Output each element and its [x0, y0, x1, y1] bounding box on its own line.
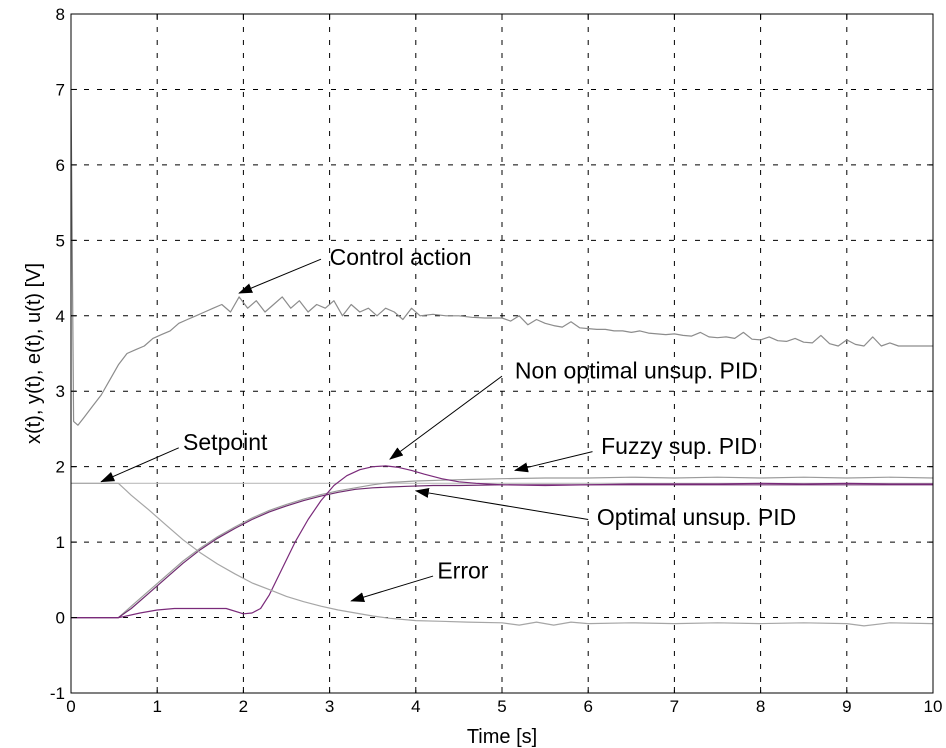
annotation-arrow-control-action	[238, 258, 322, 294]
series-line-non-optimal-unsup-pid	[71, 465, 933, 619]
y-tick-label: 6	[56, 156, 65, 175]
y-tick-label: 0	[56, 609, 65, 628]
annotation-arrow-fuzzy-sup-pid	[513, 451, 593, 473]
series-line-optimal-unsup-pid	[71, 484, 933, 619]
series-line-fuzzy-sup-pid	[71, 476, 934, 619]
x-tick-label: 0	[66, 697, 75, 716]
annotation-error: Error	[437, 557, 488, 583]
x-tick-label: 7	[670, 697, 679, 716]
x-tick-label: 10	[924, 697, 943, 716]
x-tick-label: 1	[152, 697, 161, 716]
x-tick-label: 8	[756, 697, 765, 716]
y-tick-label: 3	[56, 382, 65, 401]
x-axis-label: Time [s]	[467, 726, 537, 748]
x-tick-label: 5	[497, 697, 506, 716]
x-tick-label: 3	[325, 697, 334, 716]
annotation-control-action: Control action	[330, 244, 472, 270]
annotation-optimal-unsup-pid: Optimal unsup. PID	[597, 504, 796, 530]
annotation-arrow-non-optimal-unsup-pid	[389, 375, 503, 460]
y-tick-label: 2	[56, 458, 65, 477]
annotation-setpoint: Setpoint	[183, 429, 268, 455]
x-tick-label: 4	[411, 697, 420, 716]
annotation-arrow-optimal-unsup-pid	[414, 488, 589, 520]
y-tick-label: 8	[56, 5, 65, 24]
series-lines	[70, 89, 934, 627]
series-line-control-action	[70, 89, 933, 426]
x-tick-label: 6	[583, 697, 592, 716]
y-tick-label: 5	[56, 231, 65, 250]
annotation-arrow-error	[350, 575, 434, 602]
annotation-arrow-setpoint	[100, 447, 179, 483]
annotations: Control action Setpoint Non optimal unsup.…	[100, 244, 796, 602]
x-tick-label: 9	[842, 697, 851, 716]
annotation-fuzzy-sup-pid: Fuzzy sup. PID	[601, 433, 757, 459]
annotation-non-optimal-unsup-pid: Non optimal unsup. PID	[515, 357, 758, 383]
y-tick-label: 4	[56, 307, 65, 326]
y-tick-label: 7	[56, 80, 65, 99]
y-axis-label: x(t), y(t), e(t), u(t) [V]	[23, 263, 45, 444]
y-tick-label: 1	[56, 533, 65, 552]
x-tick-label: 2	[239, 697, 248, 716]
y-tick-label: -1	[50, 684, 65, 703]
grid	[71, 14, 933, 693]
series-line-error	[71, 482, 934, 627]
